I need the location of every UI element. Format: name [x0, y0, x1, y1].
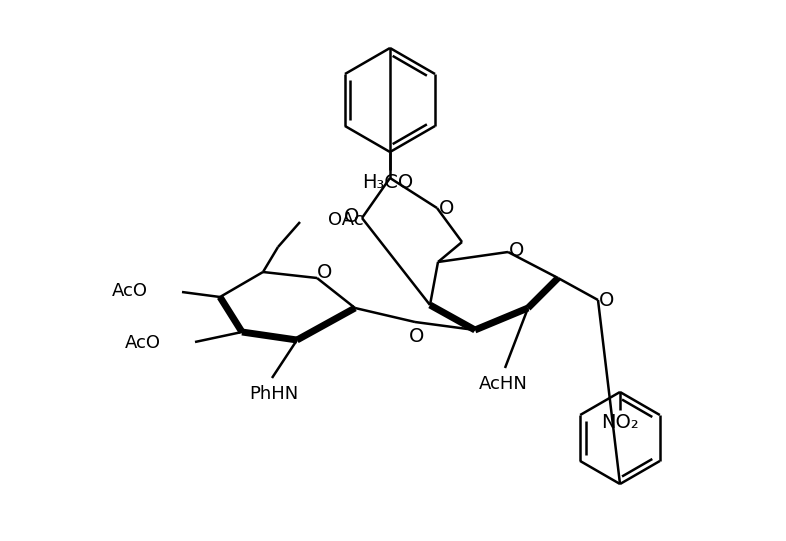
Text: O: O [599, 291, 615, 309]
Text: OAc: OAc [328, 211, 364, 229]
Text: NO₂: NO₂ [601, 412, 639, 432]
Text: O: O [439, 199, 454, 217]
Text: AcO: AcO [125, 334, 161, 352]
Text: AcO: AcO [112, 282, 148, 300]
Text: O: O [318, 263, 332, 282]
Text: H₃CO: H₃CO [362, 173, 413, 192]
Text: O: O [410, 327, 424, 346]
Text: PhHN: PhHN [249, 385, 299, 403]
Text: O: O [509, 241, 525, 260]
Text: AcHN: AcHN [479, 375, 527, 393]
Text: O: O [344, 207, 360, 226]
